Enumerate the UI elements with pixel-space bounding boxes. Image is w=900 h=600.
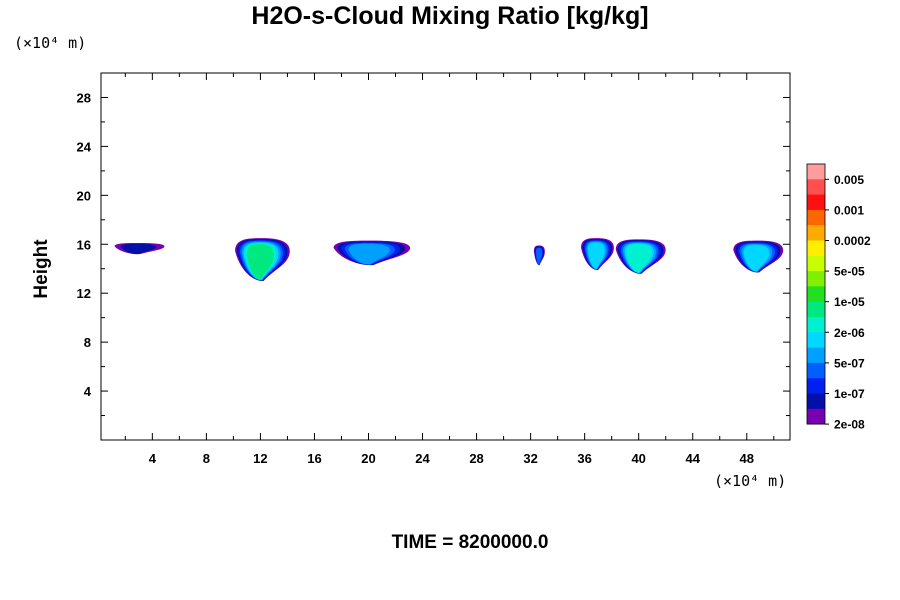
x-tick-label: 8 [203, 451, 210, 466]
colorbar-swatch [807, 164, 825, 180]
cloud-region [733, 240, 784, 273]
colorbar-swatch [807, 209, 825, 226]
cloud-contour-level [626, 244, 652, 273]
colorbar-label: 0.005 [834, 173, 864, 187]
colorbar-swatch [807, 179, 825, 195]
colorbar-swatch [807, 408, 825, 425]
cloud-region [333, 240, 411, 266]
colorbar-swatch [807, 194, 825, 211]
chart-title: H2O-s-Cloud Mixing Ratio [kg/kg] [251, 2, 649, 30]
colorbar-swatch [807, 347, 825, 364]
cloud-contour-level [743, 244, 770, 272]
cloud-region [615, 239, 666, 274]
cloud-contour-level [120, 243, 157, 255]
colorbar-label: 0.0002 [834, 234, 871, 248]
colorbar-label: 0.001 [834, 203, 864, 217]
colorbar-swatch [807, 332, 825, 348]
cloud-region [533, 245, 545, 266]
plot-frame [100, 72, 791, 441]
y-tick-label: 20 [77, 188, 91, 203]
x-tick-label: 24 [415, 451, 430, 466]
x-tick-label: 20 [361, 451, 375, 466]
colorbar-label: 2e-08 [834, 418, 865, 432]
colorbar-label: 1e-05 [834, 295, 865, 309]
cloud-contours [114, 238, 784, 282]
cloud-region [235, 238, 290, 282]
cloud-region [581, 238, 614, 271]
colorbar-swatch [807, 301, 825, 318]
colorbar-swatch [807, 255, 825, 272]
colorbar: 0.005 0.001 0.0002 5e-05 1e-05 2e-06 5e-07 1e-0… [806, 163, 871, 432]
cloud-contour-level [348, 243, 390, 265]
colorbar-swatch [807, 225, 825, 241]
x-tick-label: 28 [469, 451, 483, 466]
colorbar-swatch [807, 393, 825, 410]
y-tick-label: 8 [84, 335, 91, 350]
colorbar-swatch [807, 271, 825, 287]
x-tick-label: 44 [685, 451, 700, 466]
x-tick-label: 36 [577, 451, 591, 466]
colorbar-label: 2e-06 [834, 326, 865, 340]
x-tick-label: 12 [253, 451, 267, 466]
colorbar-swatch [807, 378, 825, 394]
y-tick-label: 4 [84, 384, 92, 399]
colorbar-swatch [807, 362, 825, 379]
y-tick-label: 28 [77, 90, 91, 105]
colorbar-frame [806, 163, 826, 425]
x-tick-label: 16 [307, 451, 321, 466]
y-axis-unit: (×10⁴ m) [14, 34, 87, 52]
colorbar-swatch [807, 317, 825, 333]
colorbar-label: 1e-07 [834, 387, 865, 401]
cloud-region [114, 243, 165, 255]
colorbar-label: 5e-05 [834, 265, 865, 279]
colorbar-swatch [807, 240, 825, 257]
y-tick-label: 12 [77, 286, 91, 301]
y-tick-label: 16 [77, 237, 91, 252]
colorbar-label: 5e-07 [834, 356, 865, 370]
cloud-contour-level [535, 247, 543, 265]
x-tick-label: 48 [740, 451, 754, 466]
cloud-contour-level [246, 244, 274, 280]
x-tick-label: 40 [631, 451, 645, 466]
x-axis-unit: (×10⁴ m) [714, 472, 787, 490]
x-tick-label: 4 [149, 451, 157, 466]
time-label: TIME = 8200000.0 [391, 532, 549, 553]
cloud-contour-level [587, 242, 605, 269]
x-tick-label: 32 [523, 451, 537, 466]
colorbar-swatch [807, 286, 825, 303]
y-tick-label: 24 [77, 139, 92, 154]
